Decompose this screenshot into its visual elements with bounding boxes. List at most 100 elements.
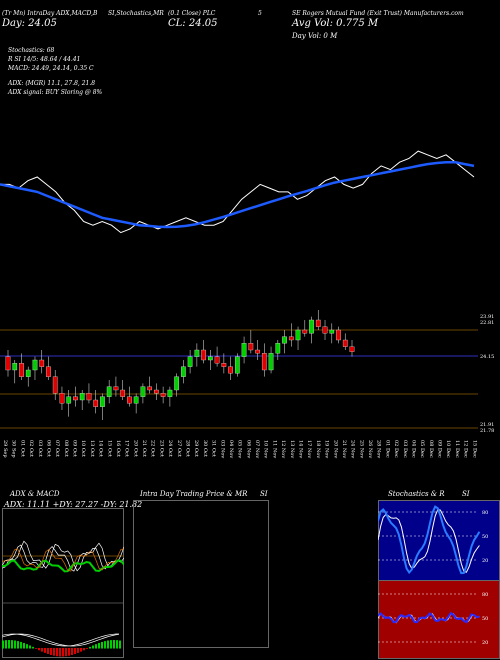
- candle-down: [147, 386, 152, 391]
- candle-up: [106, 386, 112, 397]
- candle-up: [32, 359, 38, 371]
- candle-down: [5, 356, 11, 371]
- date-tick-label: 12 Dec: [463, 440, 469, 458]
- macd-histogram-bar: [26, 644, 28, 649]
- candle-down: [154, 389, 159, 394]
- candle-down: [19, 363, 24, 377]
- cl-value: CL: 24.05: [168, 18, 218, 29]
- candle-up: [295, 329, 301, 341]
- candle-down: [93, 399, 99, 407]
- candle-up: [187, 356, 193, 367]
- date-tick-label: 27 Oct: [176, 440, 182, 457]
- date-tick-label: 09 Dec: [437, 440, 443, 458]
- date-tick-label: 02 Oct: [28, 440, 34, 457]
- candle-down: [342, 339, 348, 347]
- date-tick-label: 30 Oct: [202, 440, 208, 457]
- day-vol: Day Vol: 0 M: [292, 32, 338, 40]
- date-tick-label: 21 Oct: [141, 440, 147, 457]
- macd-histogram-bar: [29, 645, 31, 649]
- date-tick-label: 13 Oct: [89, 440, 95, 457]
- rsi-tick-label: 50: [482, 616, 488, 622]
- header-line1b: SI,Stochastics,MR: [108, 10, 164, 17]
- candle-down: [255, 349, 260, 354]
- date-tick-label: 06 Oct: [45, 440, 51, 457]
- candle-up: [174, 376, 179, 391]
- candle-down: [261, 353, 267, 371]
- candle-up: [208, 356, 213, 361]
- macd-readout: MACD: 24.49, 24.14, 0.35 C: [8, 65, 94, 72]
- date-tick-label: 20 Nov: [332, 440, 338, 458]
- candle-up: [79, 393, 85, 401]
- macd-histogram-bar: [107, 640, 109, 649]
- adx-panel-title: ADX & MACD: [10, 490, 60, 498]
- candle-down: [46, 366, 51, 377]
- macd-histogram-bar: [101, 641, 103, 649]
- candle-down: [221, 363, 227, 367]
- stoch-panel-title: Stochastics & R: [388, 490, 445, 498]
- macd-histogram-bar: [89, 646, 91, 649]
- macd-histogram-bar: [38, 648, 40, 651]
- candle-down: [322, 326, 328, 334]
- candle-up: [167, 389, 173, 397]
- candle-down: [127, 396, 132, 404]
- macd-histogram-bar: [11, 640, 13, 649]
- macd-histogram-bar: [92, 645, 94, 649]
- moving-average-line: [0, 160, 475, 229]
- candle-down: [201, 349, 206, 361]
- macd-histogram-bar: [74, 648, 76, 655]
- header-line1: (Tr Mn) IntraDay ADX,MACD,B: [2, 10, 98, 17]
- macd-histogram-bar: [68, 648, 70, 656]
- macd-histogram-bar: [17, 641, 19, 649]
- date-tick-label: 10 Oct: [80, 440, 86, 457]
- adx-panel: [2, 508, 124, 658]
- date-tick-label: 03 Dec: [402, 440, 408, 458]
- candle-down: [59, 393, 65, 404]
- candle-down: [86, 393, 92, 401]
- candle-up: [241, 343, 247, 357]
- candle-down: [288, 336, 294, 341]
- macd-histogram-bar: [83, 648, 85, 651]
- candle-up: [100, 396, 105, 407]
- date-tick-label: 17 Nov: [306, 440, 312, 458]
- date-tick-label: 19 Nov: [324, 440, 330, 458]
- macd-histogram-bar: [116, 640, 118, 649]
- date-tick-label: 07 Oct: [54, 440, 60, 457]
- macd-histogram-bar: [113, 640, 115, 649]
- macd-histogram-bar: [41, 648, 43, 652]
- date-tick-label: 13 Nov: [289, 440, 295, 458]
- candle-up: [181, 366, 186, 377]
- price-label-upper: 23.91: [480, 314, 494, 320]
- date-tick-label: 24 Nov: [350, 440, 356, 458]
- date-tick-label: 10 Nov: [263, 440, 269, 458]
- date-tick-label: 26 Nov: [367, 440, 373, 458]
- stoch-tick-label: 80: [482, 510, 488, 516]
- macd-histogram-bar: [32, 646, 34, 649]
- stochastics-panel: 80 50 20 80 50 20: [378, 500, 500, 659]
- date-tick-label: 15 Oct: [106, 440, 112, 457]
- candle-up: [66, 396, 72, 404]
- date-tick-label: 20 Oct: [132, 440, 138, 457]
- stochastic-line: [378, 509, 480, 573]
- adx-readout: ADX: (MGR) 11.1, 27.8, 21.8: [8, 80, 96, 87]
- candle-down: [228, 366, 233, 374]
- date-tick-label: 24 Oct: [167, 440, 173, 457]
- date-tick-label: 14 Nov: [297, 440, 303, 458]
- macd-histogram-bar: [80, 648, 82, 652]
- date-tick-label: 14 Oct: [98, 440, 104, 457]
- stoch-tick-label: 20: [482, 558, 488, 564]
- macd-histogram-bar: [23, 642, 25, 649]
- candle-down: [349, 346, 355, 352]
- date-tick-label: 01 Dec: [384, 440, 390, 458]
- candle-up: [194, 349, 200, 357]
- stoch-tick-label: 50: [482, 534, 488, 540]
- candle-down: [302, 329, 308, 334]
- day-close: Day: 24.05: [2, 18, 57, 29]
- date-tick-label: 28 Nov: [376, 440, 382, 458]
- macd-histogram-bar: [65, 648, 67, 657]
- macd-histogram-bar: [20, 641, 22, 649]
- candle-down: [214, 356, 220, 364]
- date-tick-label: 18 Nov: [315, 440, 321, 458]
- stochastic-line: [378, 505, 481, 575]
- macd-signal-line: [2, 633, 119, 647]
- date-tick-label: 03 Nov: [219, 440, 225, 458]
